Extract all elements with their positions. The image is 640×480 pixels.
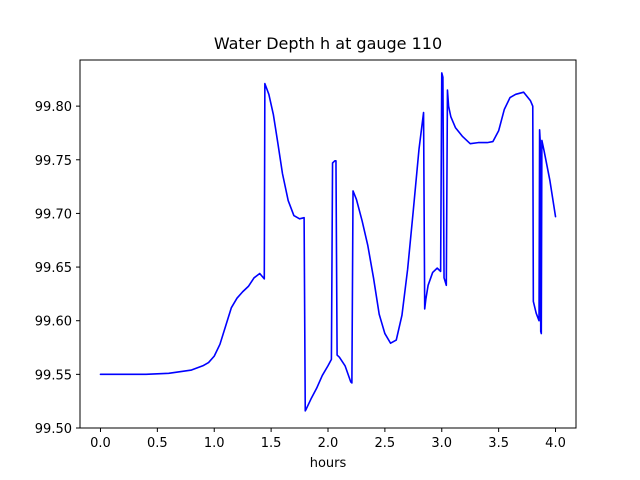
- y-tick-label: 99.60: [35, 315, 72, 330]
- y-tick-label: 99.70: [35, 207, 72, 222]
- series-line: [99, 72, 557, 412]
- y-tick-label: 99.55: [35, 368, 72, 383]
- x-tick-label: 0.0: [90, 436, 111, 451]
- y-tick-label: 99.50: [35, 422, 72, 437]
- axes-frame: [79, 59, 577, 429]
- x-tick-label: 0.5: [147, 436, 168, 451]
- x-tick-label: 1.5: [261, 436, 282, 451]
- x-tick-label: 3.0: [431, 436, 452, 451]
- plot-area: 0.0 0.5 1.0 1.5 2.0 2.5 3.0 3.5 4.0 99.50 99.55 99.…: [35, 59, 577, 451]
- x-tick-label: 1.0: [204, 436, 225, 451]
- y-tick-label: 99.80: [35, 100, 72, 115]
- x-tick-label: 4.0: [545, 436, 566, 451]
- x-tick-label: 3.5: [488, 436, 509, 451]
- y-tick-label: 99.75: [35, 154, 72, 169]
- x-tick-label: 2.5: [375, 436, 396, 451]
- x-axis-label: hours: [310, 456, 347, 471]
- y-tick-label: 99.65: [35, 261, 72, 276]
- chart-title: Water Depth h at gauge 110: [214, 34, 442, 53]
- x-tick-label: 2.0: [318, 436, 339, 451]
